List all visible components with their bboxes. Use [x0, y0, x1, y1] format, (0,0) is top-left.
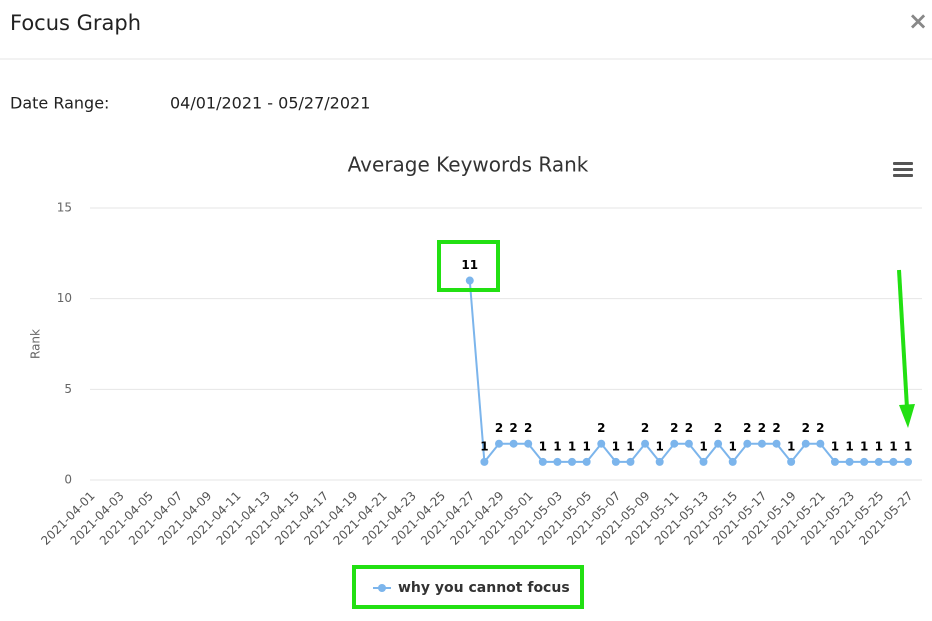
data-point: [845, 457, 854, 466]
data-point: [904, 457, 912, 466]
y-tick-label: 10: [57, 291, 72, 305]
data-label: 2: [670, 421, 678, 435]
data-point: [714, 439, 723, 448]
data-point: [655, 457, 664, 466]
highlight-box: [352, 565, 584, 609]
menu-bar: [893, 162, 913, 165]
y-tick-label: 5: [64, 382, 72, 396]
data-label: 2: [597, 421, 605, 435]
data-point: [830, 457, 839, 466]
data-label: 2: [524, 421, 532, 435]
data-label: 2: [758, 421, 766, 435]
data-label: 1: [875, 439, 883, 453]
data-point: [757, 439, 766, 448]
data-point: [509, 439, 518, 448]
data-label: 1: [480, 439, 488, 453]
highlight-box: [437, 240, 500, 292]
data-label: 1: [729, 439, 737, 453]
data-label: 2: [802, 421, 810, 435]
data-label: 1: [831, 439, 839, 453]
data-point: [787, 457, 796, 466]
data-point: [568, 457, 577, 466]
close-button[interactable]: ×: [908, 7, 928, 35]
data-label: 2: [641, 421, 649, 435]
y-tick-label: 0: [64, 473, 72, 487]
legend-symbol-marker: [378, 584, 386, 592]
data-label: 1: [860, 439, 868, 453]
data-label: 2: [816, 421, 824, 435]
data-point: [524, 439, 533, 448]
annotation-arrow: [897, 269, 909, 409]
data-label: 2: [685, 421, 693, 435]
menu-bar: [893, 168, 913, 171]
data-point: [553, 457, 562, 466]
data-point: [538, 457, 547, 466]
data-label: 1: [699, 439, 707, 453]
data-label: 2: [509, 421, 517, 435]
legend: why you cannot focus: [373, 580, 570, 596]
data-point: [597, 439, 606, 448]
data-point: [641, 439, 650, 448]
data-label: 1: [904, 439, 912, 453]
data-label: 1: [553, 439, 561, 453]
legend-item[interactable]: why you cannot focus: [398, 580, 570, 596]
data-point: [801, 439, 810, 448]
data-point: [699, 457, 708, 466]
data-point: [874, 457, 883, 466]
y-tick-label: 15: [57, 201, 72, 215]
data-label: 1: [612, 439, 620, 453]
data-label: 2: [743, 421, 751, 435]
data-point: [611, 457, 620, 466]
data-point: [743, 439, 752, 448]
menu-button[interactable]: [893, 162, 913, 177]
data-point: [582, 457, 591, 466]
data-point: [480, 457, 489, 466]
data-label: 2: [772, 421, 780, 435]
date-range-value: 04/01/2021 - 05/27/2021: [170, 94, 370, 113]
data-label: 1: [582, 439, 590, 453]
data-point: [465, 276, 474, 285]
data-label: 2: [714, 421, 722, 435]
menu-bar: [893, 174, 913, 177]
data-label: 1: [568, 439, 576, 453]
data-label: 1: [787, 439, 795, 453]
data-point: [728, 457, 737, 466]
data-label: 1: [889, 439, 897, 453]
y-axis-label: Rank: [29, 329, 43, 359]
modal-title: Focus Graph: [10, 11, 141, 35]
data-point: [626, 457, 635, 466]
data-point: [772, 439, 781, 448]
data-label: 11: [461, 258, 478, 272]
data-point: [889, 457, 898, 466]
date-range-label: Date Range:: [10, 94, 109, 113]
data-label: 2: [495, 421, 503, 435]
data-point: [670, 439, 679, 448]
data-point: [860, 457, 869, 466]
data-point: [495, 439, 503, 448]
data-point: [684, 439, 693, 448]
data-label: 1: [655, 439, 663, 453]
data-label: 1: [539, 439, 547, 453]
data-label: 1: [845, 439, 853, 453]
data-label: 1: [626, 439, 634, 453]
chart-title: Average Keywords Rank: [348, 153, 589, 177]
data-point: [816, 439, 825, 448]
annotation-arrow-head: [899, 404, 915, 428]
